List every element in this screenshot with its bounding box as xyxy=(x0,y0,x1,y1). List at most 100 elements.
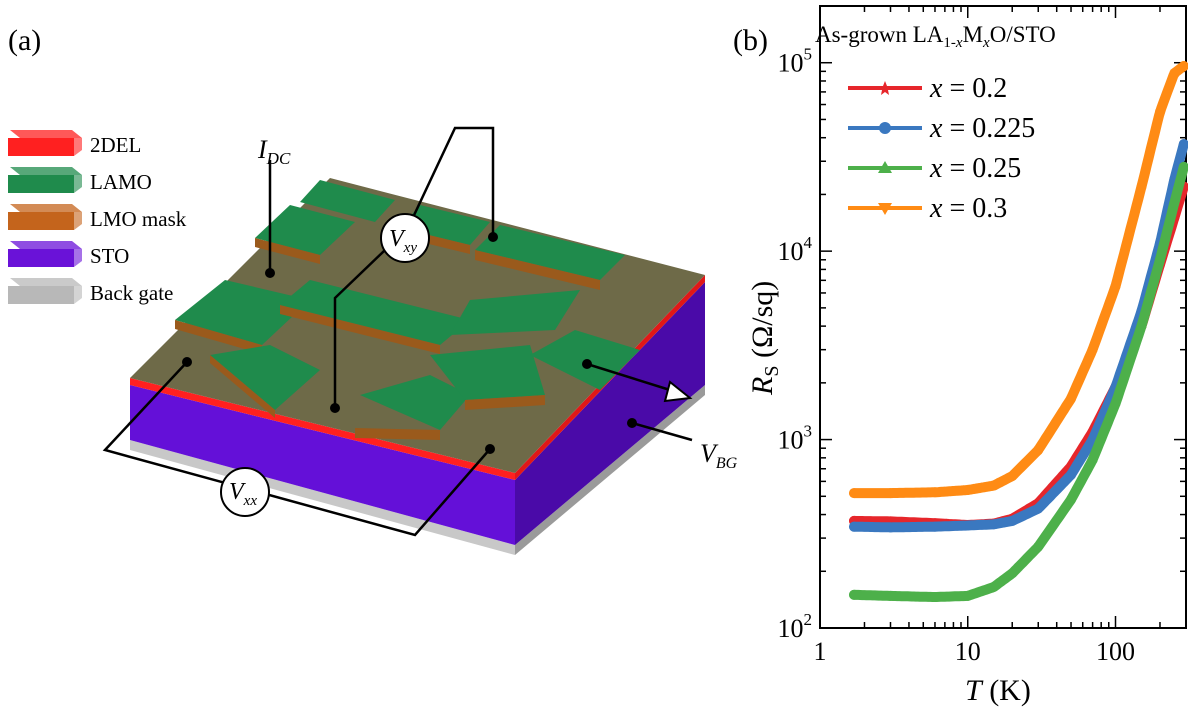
back-gate-side-face xyxy=(515,385,705,555)
data-point xyxy=(1066,469,1077,480)
x-axis-label: T (K) xyxy=(965,674,1031,707)
data-point xyxy=(885,522,896,533)
series-3 xyxy=(849,61,1188,499)
legend-swatch-side xyxy=(74,138,82,156)
legend-marker xyxy=(879,122,891,134)
data-point xyxy=(988,480,999,491)
legend-text: x = 0.225 xyxy=(929,113,1035,144)
legend-label: LAMO xyxy=(90,170,152,194)
legend-label: STO xyxy=(90,244,129,268)
x-tick-label: 1 xyxy=(814,637,827,666)
legend-swatch-side xyxy=(74,286,82,304)
data-point xyxy=(885,488,896,499)
legend-swatch-top xyxy=(10,278,82,286)
data-point xyxy=(1154,106,1165,117)
legend-item-1: LAMO xyxy=(8,167,152,194)
data-point xyxy=(929,521,940,532)
legend-swatch-side xyxy=(74,212,82,230)
data-point xyxy=(1033,445,1044,456)
panel-b-label: (b) xyxy=(733,24,768,57)
x-tick-label: 100 xyxy=(1096,637,1135,666)
panel-a-label: (a) xyxy=(8,24,41,57)
y-tick-label: 102 xyxy=(778,610,813,643)
data-point xyxy=(988,519,999,530)
data-point xyxy=(1136,321,1147,332)
legend-swatch-top xyxy=(10,204,82,212)
legend-swatch-top xyxy=(10,241,82,249)
sto-side-face xyxy=(515,282,705,545)
series-line xyxy=(849,61,1188,499)
data-point xyxy=(1110,281,1121,292)
data-point xyxy=(849,488,860,499)
data-point xyxy=(885,590,896,601)
data-point xyxy=(1087,454,1098,465)
y-axis-label: RS (Ω/sq) xyxy=(746,281,783,396)
vxy-label: Vxy xyxy=(389,226,417,256)
chart-title: As-grown LA1-xMxO/STO xyxy=(815,22,1056,51)
chart-legend-item-2: x = 0.25 xyxy=(848,153,1021,184)
series-line xyxy=(849,161,1188,602)
data-point xyxy=(1087,344,1098,355)
vxx-label: Vxx xyxy=(229,479,257,509)
data-point xyxy=(1007,515,1018,526)
legend-swatch xyxy=(8,249,74,267)
data-point xyxy=(1033,503,1044,514)
legend-swatch xyxy=(8,175,74,193)
y-tick-label: 104 xyxy=(778,233,813,266)
data-point xyxy=(1007,568,1018,579)
y-tick-label: 103 xyxy=(778,422,813,455)
idc-arrow-head xyxy=(663,380,693,403)
legend-text: x = 0.3 xyxy=(929,193,1007,224)
legend-item-0: 2DEL xyxy=(8,130,141,157)
data-point xyxy=(1154,254,1165,265)
twodel-front-edge xyxy=(130,378,515,480)
legend-item-4: Back gate xyxy=(8,278,173,305)
legend-label: Back gate xyxy=(90,281,173,305)
data-point xyxy=(1136,181,1147,192)
vbg-label: VBG xyxy=(700,439,738,472)
legend-swatch xyxy=(8,138,74,156)
data-point xyxy=(1178,61,1188,72)
data-point xyxy=(962,484,973,495)
data-point xyxy=(1007,471,1018,482)
chart-legend-item-0: x = 0.2 xyxy=(848,73,1007,104)
legend-swatch xyxy=(8,286,74,304)
resistance-chart: 1 10 100 102 103 104 105 x = 0.2 x = 0.225 x = 0.… xyxy=(778,5,1188,666)
x-tick-label: 10 xyxy=(955,637,981,666)
data-point xyxy=(849,589,860,600)
back-gate-front-face xyxy=(130,440,515,555)
legend-item-3: STO xyxy=(8,241,129,268)
legend-label: 2DEL xyxy=(90,133,141,157)
legend-text: x = 0.2 xyxy=(929,73,1007,104)
series-line xyxy=(849,139,1188,533)
legend-marker xyxy=(878,161,892,173)
vxx-label-circle xyxy=(220,467,270,517)
data-point xyxy=(1033,541,1044,552)
data-point xyxy=(929,487,940,498)
legend-marker xyxy=(878,81,892,95)
legend-item-2: LMO mask xyxy=(8,204,187,231)
data-point xyxy=(988,582,999,593)
data-point xyxy=(1169,198,1180,209)
series-0 xyxy=(849,181,1188,531)
device-legend: 2DEL LAMO LMO mask STO Back gate xyxy=(8,130,187,305)
y-tick-label: 105 xyxy=(778,45,813,78)
data-point xyxy=(1178,139,1188,150)
legend-label: LMO mask xyxy=(90,207,187,231)
data-point xyxy=(929,592,940,603)
data-point xyxy=(1110,398,1121,409)
legend-marker xyxy=(878,203,892,215)
vxy-label-circle xyxy=(380,213,430,263)
chart-legend-item-3: x = 0.3 xyxy=(848,193,1007,224)
idc-label: IDC xyxy=(257,135,291,168)
device-schematic: IDC Vxy Vxx VBG xyxy=(102,126,738,555)
data-point xyxy=(849,521,860,532)
data-point xyxy=(962,520,973,531)
data-point xyxy=(962,590,973,601)
data-point xyxy=(1178,161,1188,172)
chart-legend-item-1: x = 0.225 xyxy=(848,113,1035,144)
data-point xyxy=(1169,68,1180,79)
legend-swatch-side xyxy=(74,175,82,193)
legend-swatch-side xyxy=(74,249,82,267)
